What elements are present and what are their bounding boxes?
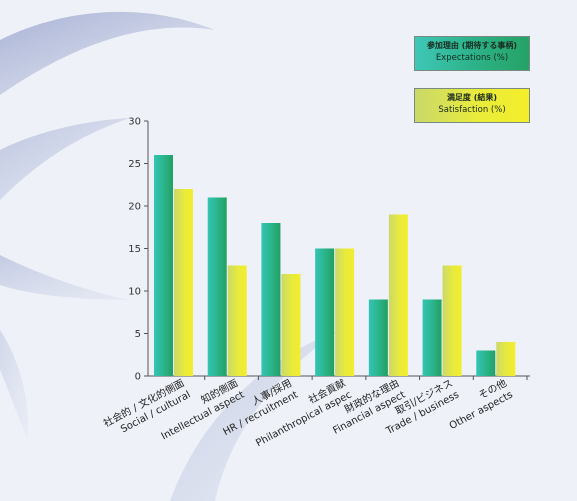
bar-expectations-2 <box>261 223 281 376</box>
bar-satisfaction-0 <box>174 189 193 376</box>
bar-satisfaction-6 <box>496 342 516 376</box>
bar-satisfaction-3 <box>335 248 355 376</box>
y-tick-label: 0 <box>135 372 141 383</box>
legend-satisfaction-en: Satisfaction (%) <box>438 105 506 115</box>
chart-bars <box>154 155 516 376</box>
y-tick-label: 10 <box>128 287 141 298</box>
legend-satisfaction-jp: 満足度 (結果) <box>446 93 498 102</box>
legend-expectations-jp: 参加理由 (期待する事柄) <box>426 41 518 50</box>
legend-expectations-en: Expectations (%) <box>435 53 509 63</box>
bar-expectations-4 <box>368 299 388 376</box>
bar-satisfaction-5 <box>442 265 462 376</box>
y-tick-label: 15 <box>128 244 141 255</box>
bar-satisfaction-4 <box>388 214 408 376</box>
y-tick-label: 20 <box>128 202 141 213</box>
bar-expectations-6 <box>476 350 496 376</box>
bar-expectations-5 <box>422 299 442 376</box>
legend-expectations: 参加理由 (期待する事柄) Expectations (%) <box>414 36 530 71</box>
y-tick-label: 25 <box>128 159 141 170</box>
y-tick-label: 30 <box>128 117 141 128</box>
y-tick-label: 5 <box>135 329 141 340</box>
bar-expectations-1 <box>207 197 227 376</box>
bar-expectations-3 <box>315 248 335 376</box>
bar-satisfaction-1 <box>227 265 247 376</box>
bar-expectations-0 <box>154 155 173 376</box>
bar-satisfaction-2 <box>281 274 301 376</box>
legend-satisfaction: 満足度 (結果) Satisfaction (%) <box>414 88 530 123</box>
